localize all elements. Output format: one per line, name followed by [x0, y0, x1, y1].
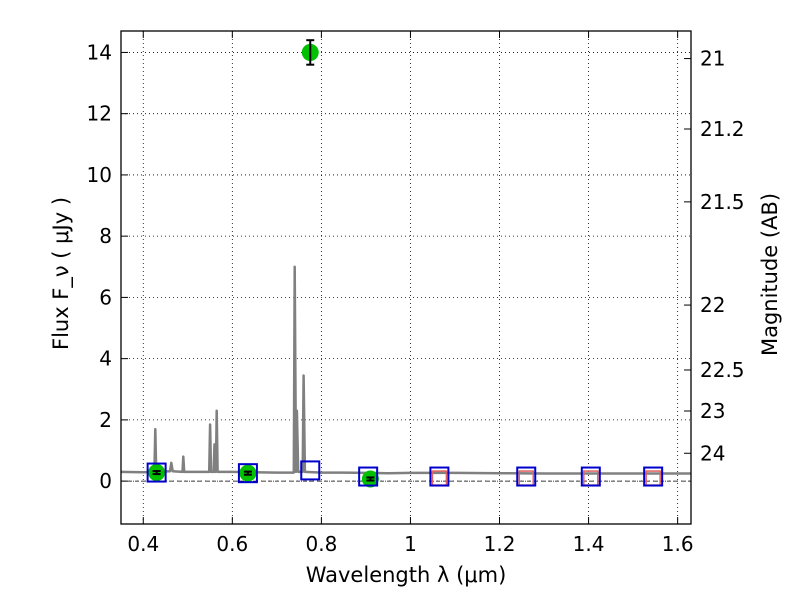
spectrum-line [120, 265, 691, 475]
y2-tick-label: 23 [700, 399, 725, 423]
x-tick-label: 0.4 [127, 532, 159, 556]
y2-tick-label: 22 [700, 293, 725, 317]
model-box-marker [429, 466, 450, 487]
x-tick-label: 1 [404, 532, 417, 556]
x-tick-label: 1.6 [662, 532, 694, 556]
y-tick-label: 12 [87, 102, 112, 126]
x-tick-label: 0.8 [305, 532, 337, 556]
y-tick-label: 0 [99, 469, 112, 493]
y2-tick-label: 21.5 [700, 190, 745, 214]
model-box-marker [516, 466, 537, 487]
model-box-marker [643, 466, 664, 487]
y-tick-label: 6 [99, 285, 112, 309]
y-tick-label: 10 [87, 163, 112, 187]
sed-spectrum [120, 265, 691, 475]
model-box-marker [146, 462, 167, 483]
model-box-marker [300, 460, 321, 481]
x-tick-label: 1.2 [484, 532, 516, 556]
x-tick-label: 0.6 [216, 532, 248, 556]
y2-tick-label: 24 [700, 441, 725, 465]
y2-tick-label: 21.2 [700, 117, 745, 141]
model-box-marker [580, 466, 601, 487]
axis-ticks [121, 31, 691, 524]
x-axis-label: Wavelength λ (μm) [306, 563, 507, 587]
y-tick-label: 4 [99, 347, 112, 371]
y-axis-label: Flux F_ν ( μJy ) [49, 197, 74, 350]
y2-tick-label: 21 [700, 47, 725, 71]
model-box-marker [237, 463, 258, 484]
x-tick-label: 1.4 [573, 532, 605, 556]
y-tick-label: 14 [87, 40, 112, 64]
y2-tick-label: 22.5 [700, 358, 745, 382]
model-box-marker [358, 466, 379, 487]
grid-lines [121, 31, 691, 524]
y-tick-label: 8 [99, 224, 112, 248]
data-markers [146, 39, 664, 488]
y2-axis-label: Magnitude (AB) [758, 193, 782, 356]
y-tick-label: 2 [99, 408, 112, 432]
plot-frame [120, 30, 692, 525]
